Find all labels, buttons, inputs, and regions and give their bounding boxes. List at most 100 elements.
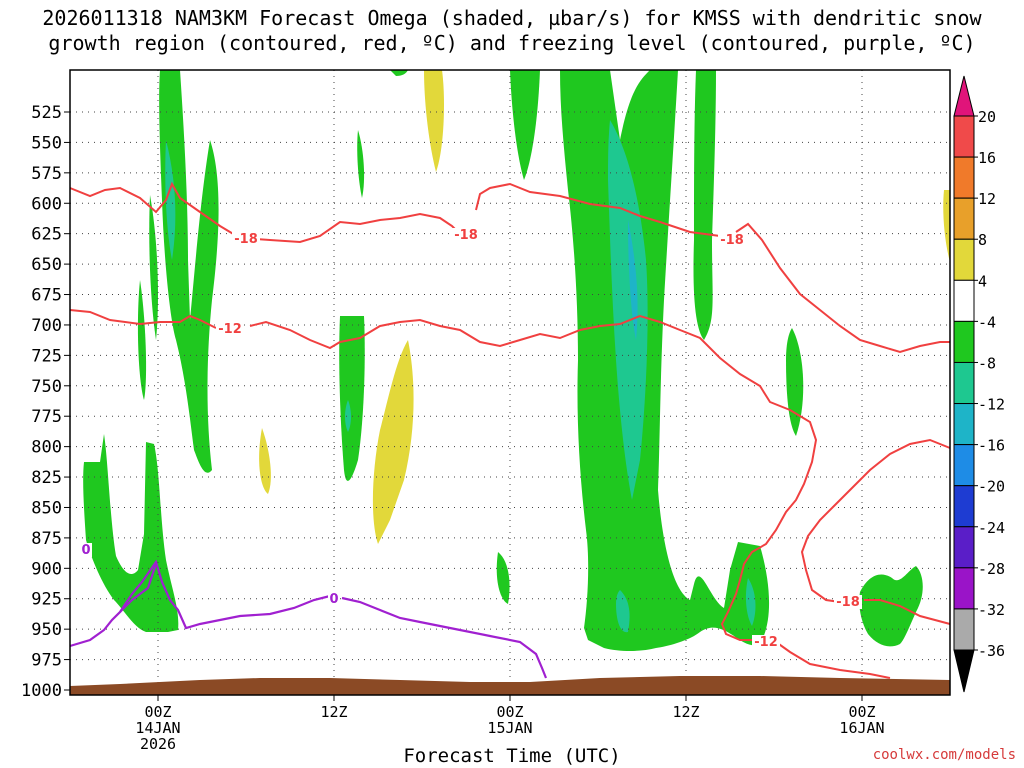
omega-shade-teal: [165, 140, 176, 260]
y-tick-label: 750: [31, 377, 62, 397]
omega-shade-green: [83, 434, 179, 632]
colorbar-label: -20: [978, 478, 1005, 496]
colorbar-label: -36: [978, 642, 1005, 660]
colorbar-bin: [953, 403, 975, 446]
y-tick-label: 1000: [21, 681, 62, 701]
dendritic-contour-lower-2: [864, 599, 951, 625]
omega-shade-yellow: [372, 340, 414, 544]
contour-label-bg: [718, 233, 746, 247]
x-tick-label-mid: 16JAN: [839, 719, 884, 737]
x-axis-title: Forecast Time (UTC): [403, 745, 621, 767]
contour-label-bg: [216, 322, 244, 336]
y-tick-label: 625: [31, 225, 62, 245]
colorbar-bin: [953, 238, 975, 281]
omega-shade-yellow: [424, 70, 444, 172]
colorbar-bin: [953, 567, 975, 610]
x-tick-label-mid: 14JAN: [135, 719, 180, 737]
y-tick-label: 950: [31, 620, 62, 640]
contour-label-bg: [328, 592, 340, 606]
freezing-level-contour: [341, 596, 548, 679]
contour-label-bg: [834, 595, 862, 609]
colorbar-bin: [953, 156, 975, 199]
colorbar-label: -4: [978, 313, 996, 331]
omega-shade-yellow: [943, 190, 950, 262]
y-tick-label: 800: [31, 438, 62, 458]
y-tick-label: 550: [31, 133, 62, 153]
colorbar-bin: [953, 361, 975, 405]
y-tick-label: 650: [31, 255, 62, 275]
contour-label-bg: [452, 228, 480, 242]
omega-shade-green: [693, 70, 716, 340]
colorbar-bin: [953, 526, 975, 569]
y-tick-label: 725: [31, 346, 62, 366]
terrain-ground: [70, 676, 950, 695]
omega-shade-green: [159, 70, 219, 473]
dendritic-contour-lower-2: [800, 438, 951, 603]
contour-label-bg: [752, 635, 780, 649]
colorbar-top-triangle: [953, 75, 975, 117]
y-tick-label: 925: [31, 590, 62, 610]
y-tick-label: 700: [31, 316, 62, 336]
omega-shade-teal: [745, 578, 756, 626]
y-tick-label: 575: [31, 164, 62, 184]
x-tick-label-top: 00Z: [848, 703, 875, 721]
colorbar-bin: [953, 608, 975, 651]
colorbar-label: 16: [978, 149, 996, 167]
freezing-level-contour: [119, 563, 158, 613]
x-tick-label-mid: 15JAN: [487, 719, 532, 737]
x-tick-label-top: 12Z: [320, 703, 347, 721]
y-tick-label: 900: [31, 559, 62, 579]
colorbar-bin: [953, 485, 975, 528]
y-tick-label: 525: [31, 103, 62, 123]
y-tick-label: 600: [31, 194, 62, 214]
colorbar-label: -24: [978, 519, 1005, 537]
site-credit[interactable]: coolwx.com/models: [872, 747, 1016, 763]
colorbar-label: -16: [978, 437, 1005, 455]
omega-shade-green: [510, 70, 540, 180]
colorbar-bin: [953, 197, 975, 240]
colorbar-label: -32: [978, 601, 1005, 619]
colorbar-label: -12: [978, 396, 1005, 414]
omega-shade-cyan: [628, 220, 638, 340]
omega-shade-green: [560, 70, 770, 651]
contour-label: -18: [234, 232, 258, 247]
colorbar-label: 12: [978, 190, 996, 208]
contour-label: -18: [720, 233, 744, 248]
chart-title-line-1: 2026011318 NAM3KM Forecast Omega (shaded…: [42, 6, 982, 30]
y-tick-label: 825: [31, 468, 62, 488]
x-tick-label-top: 12Z: [672, 703, 699, 721]
colorbar-label: -8: [978, 354, 996, 372]
freezing-level-contour: [69, 559, 331, 648]
contour-label: -18: [454, 228, 478, 243]
colorbar-label: 8: [978, 231, 987, 249]
colorbar-label: -28: [978, 560, 1005, 578]
colorbar-bin: [953, 279, 975, 322]
x-tick-label-top: 00Z: [496, 703, 523, 721]
dendritic-contour-lower-3: [775, 641, 891, 679]
contour-label: 0: [329, 592, 338, 607]
contour-label: -12: [754, 635, 778, 650]
colorbar-bin: [953, 115, 975, 158]
omega-shade-green: [339, 316, 365, 481]
colorbar-label: 4: [978, 272, 987, 290]
contour-label: -18: [836, 595, 860, 610]
colorbar-bin: [953, 320, 975, 363]
dendritic-contour-lower: [249, 314, 818, 641]
omega-shade-green: [496, 552, 510, 604]
omega-shade-teal: [616, 590, 630, 633]
omega-shade-green: [149, 195, 158, 340]
contour-label-bg: [80, 543, 92, 557]
colorbar-bottom-triangle: [953, 649, 975, 693]
contour-label: -12: [218, 322, 242, 337]
y-tick-label: 850: [31, 498, 62, 518]
contour-label-bg: [232, 232, 260, 246]
x-tick-label-bottom: 2026: [140, 735, 176, 753]
dendritic-contour-upper: [69, 181, 461, 244]
omega-shade-green: [390, 70, 408, 76]
omega-shade-green: [786, 328, 804, 436]
dendritic-contour-upper: [475, 182, 721, 237]
contour-label: 0: [81, 543, 90, 558]
dendritic-contour-lower: [69, 309, 217, 329]
omega-shade-green: [357, 130, 365, 198]
